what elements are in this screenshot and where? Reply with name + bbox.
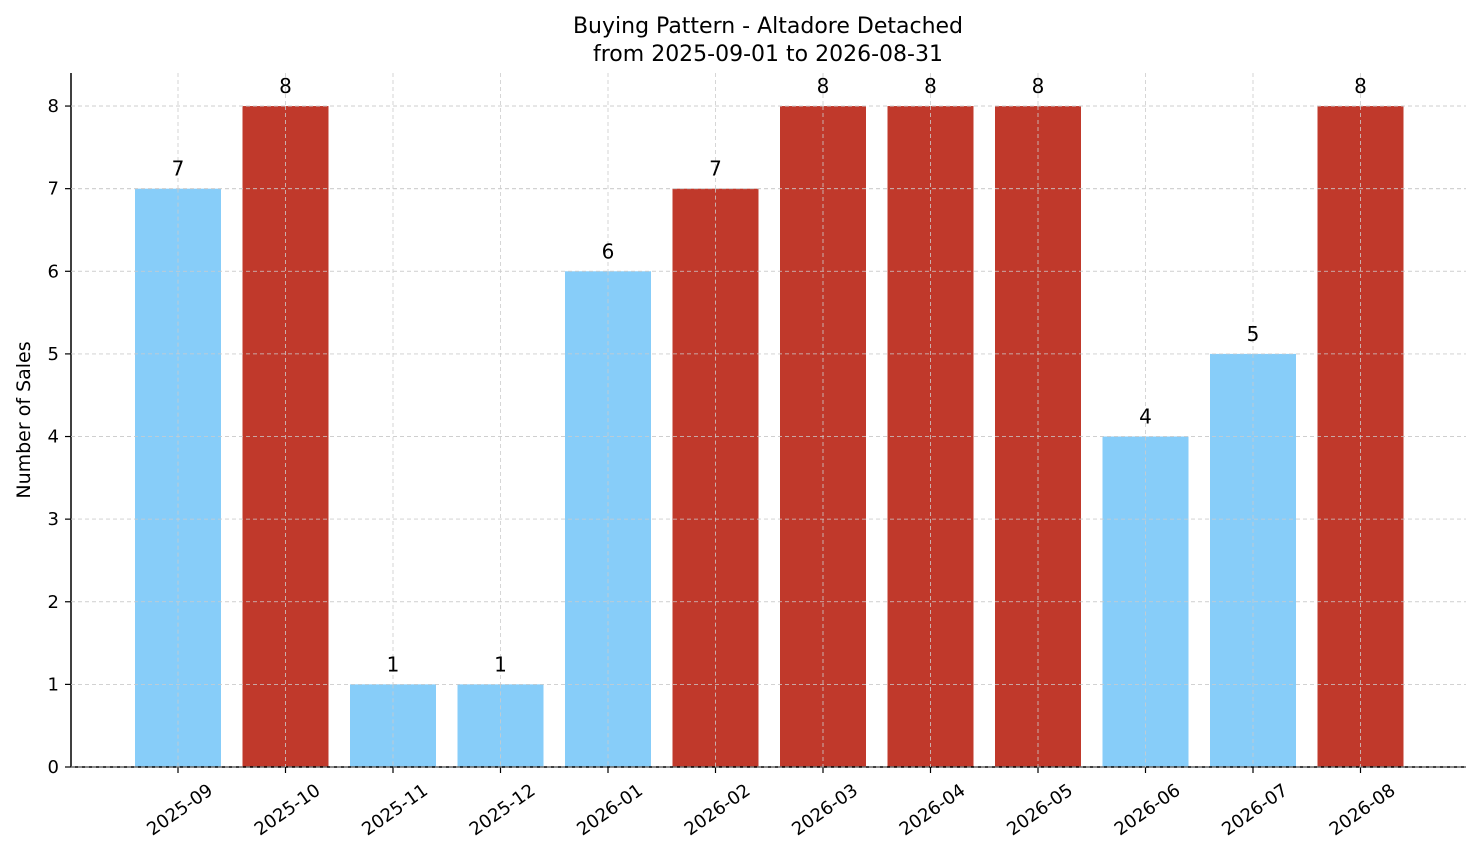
bar-2025-12 — [457, 684, 544, 767]
data-label-2026-06: 4 — [1139, 405, 1152, 429]
data-label-2026-08: 8 — [1354, 74, 1367, 98]
x-tick-label: 2026-05 — [1003, 780, 1077, 840]
x-tick-label: 2026-03 — [788, 780, 862, 840]
x-tick-label: 2025-12 — [466, 780, 540, 840]
data-label-2025-12: 1 — [494, 652, 507, 676]
chart-subtitle: from 2025-09-01 to 2026-08-31 — [593, 42, 943, 67]
y-axis-label: Number of Sales — [13, 341, 35, 498]
x-tick-label: 2025-11 — [358, 780, 432, 840]
data-label-2026-05: 8 — [1032, 74, 1045, 98]
y-tick-label: 4 — [48, 427, 59, 448]
data-label-2026-03: 8 — [817, 74, 830, 98]
data-label-2026-01: 6 — [602, 239, 615, 263]
data-label-2026-02: 7 — [709, 157, 722, 181]
bar-2025-11 — [350, 684, 436, 767]
data-label-2025-09: 7 — [172, 157, 185, 181]
labels-layer: 7 8 1 1 6 7 8 8 8 4 5 8 — [71, 74, 1466, 768]
y-tick-label: 3 — [48, 509, 59, 530]
x-tick-label: 2026-07 — [1218, 780, 1292, 840]
y-tick-label: 2 — [48, 592, 59, 613]
y-tick-label: 0 — [48, 757, 59, 778]
y-tick-label: 1 — [48, 674, 59, 695]
y-tick-label: 6 — [48, 261, 59, 282]
x-tick-label: 2025-09 — [143, 780, 217, 840]
y-tick-label: 7 — [48, 179, 59, 200]
data-label-2026-04: 8 — [924, 74, 937, 98]
chart-title: Buying Pattern - Altadore Detached — [573, 14, 963, 39]
x-tick-label: 2026-06 — [1111, 780, 1185, 840]
x-tick-label: 2025-10 — [251, 780, 325, 840]
data-label-2025-10: 8 — [279, 74, 292, 98]
x-tick-label: 2026-08 — [1326, 780, 1400, 840]
data-label-2025-11: 1 — [387, 652, 400, 676]
data-label-2026-07: 5 — [1247, 322, 1260, 346]
x-tick-label: 2026-02 — [681, 780, 755, 840]
x-tick-label: 2026-01 — [573, 780, 647, 840]
y-tick-label: 5 — [48, 344, 59, 365]
y-tick-label: 8 — [48, 96, 59, 117]
x-tick-label: 2026-04 — [896, 780, 970, 840]
